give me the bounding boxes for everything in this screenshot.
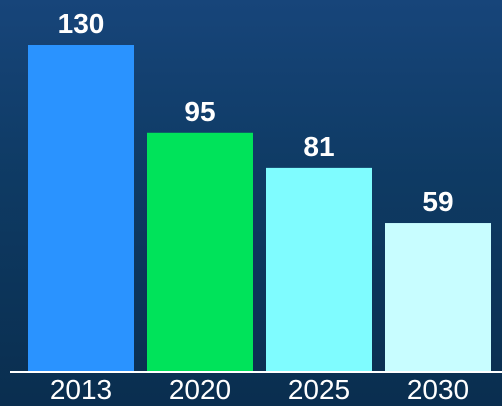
x-tick-labels: 2013 2020 2025 2030	[50, 374, 469, 405]
x-tick-label-2013: 2013	[50, 374, 112, 405]
bar-value-label-2030: 59	[422, 186, 453, 217]
bar-value-label-2025: 81	[303, 131, 334, 162]
bar-2020	[147, 132, 253, 371]
x-tick-label-2030: 2030	[407, 374, 469, 405]
bar-value-label-2013: 130	[58, 8, 105, 39]
x-tick-label-2020: 2020	[169, 374, 231, 405]
bar-2030	[385, 223, 491, 371]
bar-value-labels: 130 95 81 59	[58, 8, 454, 217]
bar-value-label-2020: 95	[184, 96, 215, 127]
bar-2013	[28, 45, 134, 371]
x-tick-label-2025: 2025	[288, 374, 350, 405]
bar-2025	[266, 167, 372, 371]
bars-group	[28, 45, 491, 371]
